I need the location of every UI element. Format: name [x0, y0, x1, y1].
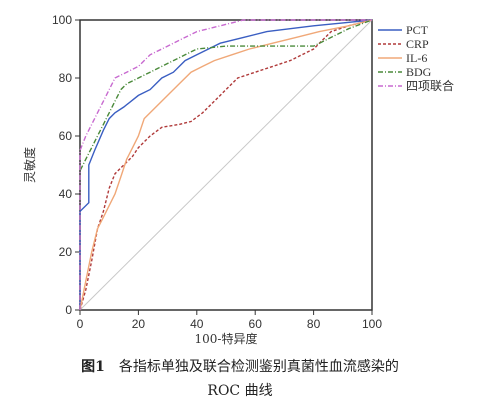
caption-text: 各指标单独及联合检测鉴别真菌性血流感染的 — [118, 359, 399, 375]
series-line-2 — [79, 19, 373, 311]
y-tick-label: 20 — [59, 245, 73, 259]
series-line-5 — [79, 19, 372, 310]
x-tick-label: 60 — [249, 317, 263, 331]
y-tick-label: 40 — [59, 187, 73, 201]
roc-series-group — [79, 19, 373, 311]
y-tick-label: 0 — [65, 303, 72, 317]
y-axis-title: 灵敏度 — [22, 147, 37, 183]
y-tick-label: 60 — [59, 129, 73, 143]
roc-chart: 0 20 40 60 80 100 0 20 40 60 80 100 100-特异度 灵敏度 PC… — [22, 13, 454, 346]
legend-label: IL-6 — [406, 51, 427, 65]
figure-caption-line2: ROC 曲线 — [207, 383, 273, 399]
legend-label: CRP — [406, 37, 429, 51]
x-tick-label: 100 — [362, 317, 382, 331]
y-axis: 0 20 40 60 80 100 — [52, 13, 80, 317]
legend-label: PCT — [406, 23, 429, 37]
legend-label: BDG — [406, 65, 432, 79]
x-tick-label: 40 — [190, 317, 204, 331]
series-line-3 — [79, 19, 373, 311]
x-axis: 0 20 40 60 80 100 — [77, 310, 382, 331]
x-tick-label: 20 — [132, 317, 146, 331]
x-tick-label: 80 — [307, 317, 321, 331]
reference-diagonal-line — [79, 19, 373, 311]
figure-label: 图1 — [81, 359, 105, 375]
series-line-4 — [79, 19, 373, 310]
x-axis-title: 100-特异度 — [195, 331, 258, 346]
y-tick-label: 80 — [59, 71, 73, 85]
y-tick-label: 100 — [52, 13, 72, 27]
legend-label: 四项联合 — [406, 78, 454, 93]
x-tick-label: 0 — [77, 317, 84, 331]
series-line-1 — [79, 19, 373, 310]
figure-caption-line1: 图1 各指标单独及联合检测鉴别真菌性血流感染的 — [0, 356, 480, 378]
